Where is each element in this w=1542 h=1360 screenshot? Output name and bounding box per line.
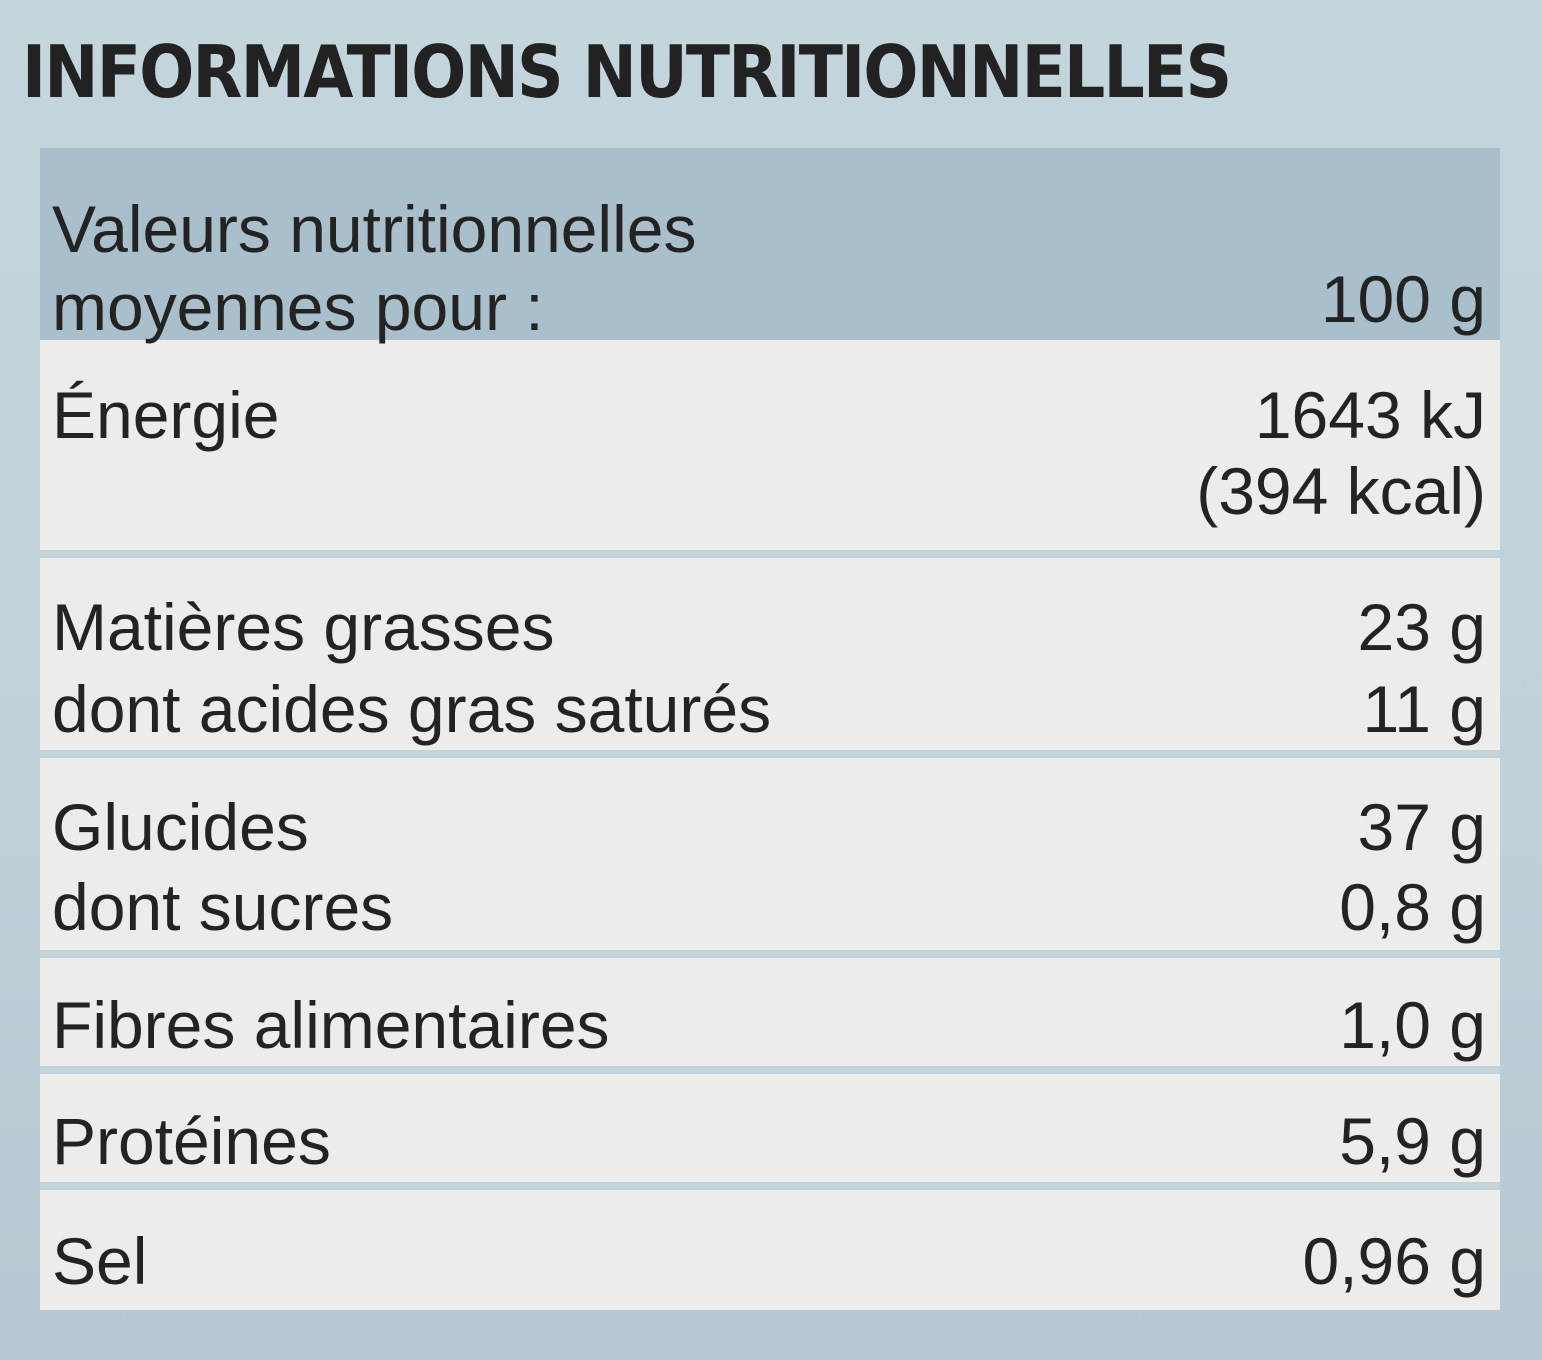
row-divider [40,1182,1500,1190]
row-sublabel: dont acides gras saturés [52,672,772,746]
header-value: 100 g [1320,262,1486,336]
row-subvalue: 11 g [1362,672,1486,746]
row-label: Fibres alimentaires [52,988,610,1062]
row-label: Glucides [52,790,309,864]
row-label: Protéines [52,1104,331,1178]
row-value: 0,96 g [1302,1224,1487,1298]
row-value: 1,0 g [1339,988,1486,1062]
row-sublabel: dont sucres [52,870,394,944]
row-value: 37 g [1357,790,1486,864]
nutrition-table: Valeurs nutritionnelles moyennes pour : … [40,148,1500,1310]
row-value-kcal: (394 kcal) [1196,454,1486,528]
row-divider [40,950,1500,958]
row-value: 23 g [1357,590,1486,664]
row-label: Matières grasses [52,590,555,664]
header-label-line1: Valeurs nutritionnelles [52,192,697,266]
row-subvalue: 0,8 g [1339,870,1486,944]
nutrition-title: INFORMATIONS NUTRITIONNELLES [22,30,1232,114]
row-divider [40,750,1500,758]
row-label: Énergie [52,378,280,452]
row-label: Sel [52,1224,148,1298]
row-divider [40,550,1500,558]
row-divider [40,1066,1500,1074]
table-header: Valeurs nutritionnelles moyennes pour : … [40,148,1500,344]
row-value: 5,9 g [1339,1104,1486,1178]
header-label-line2: moyennes pour : [52,270,544,344]
row-value-kj: 1643 kJ [1254,378,1486,452]
